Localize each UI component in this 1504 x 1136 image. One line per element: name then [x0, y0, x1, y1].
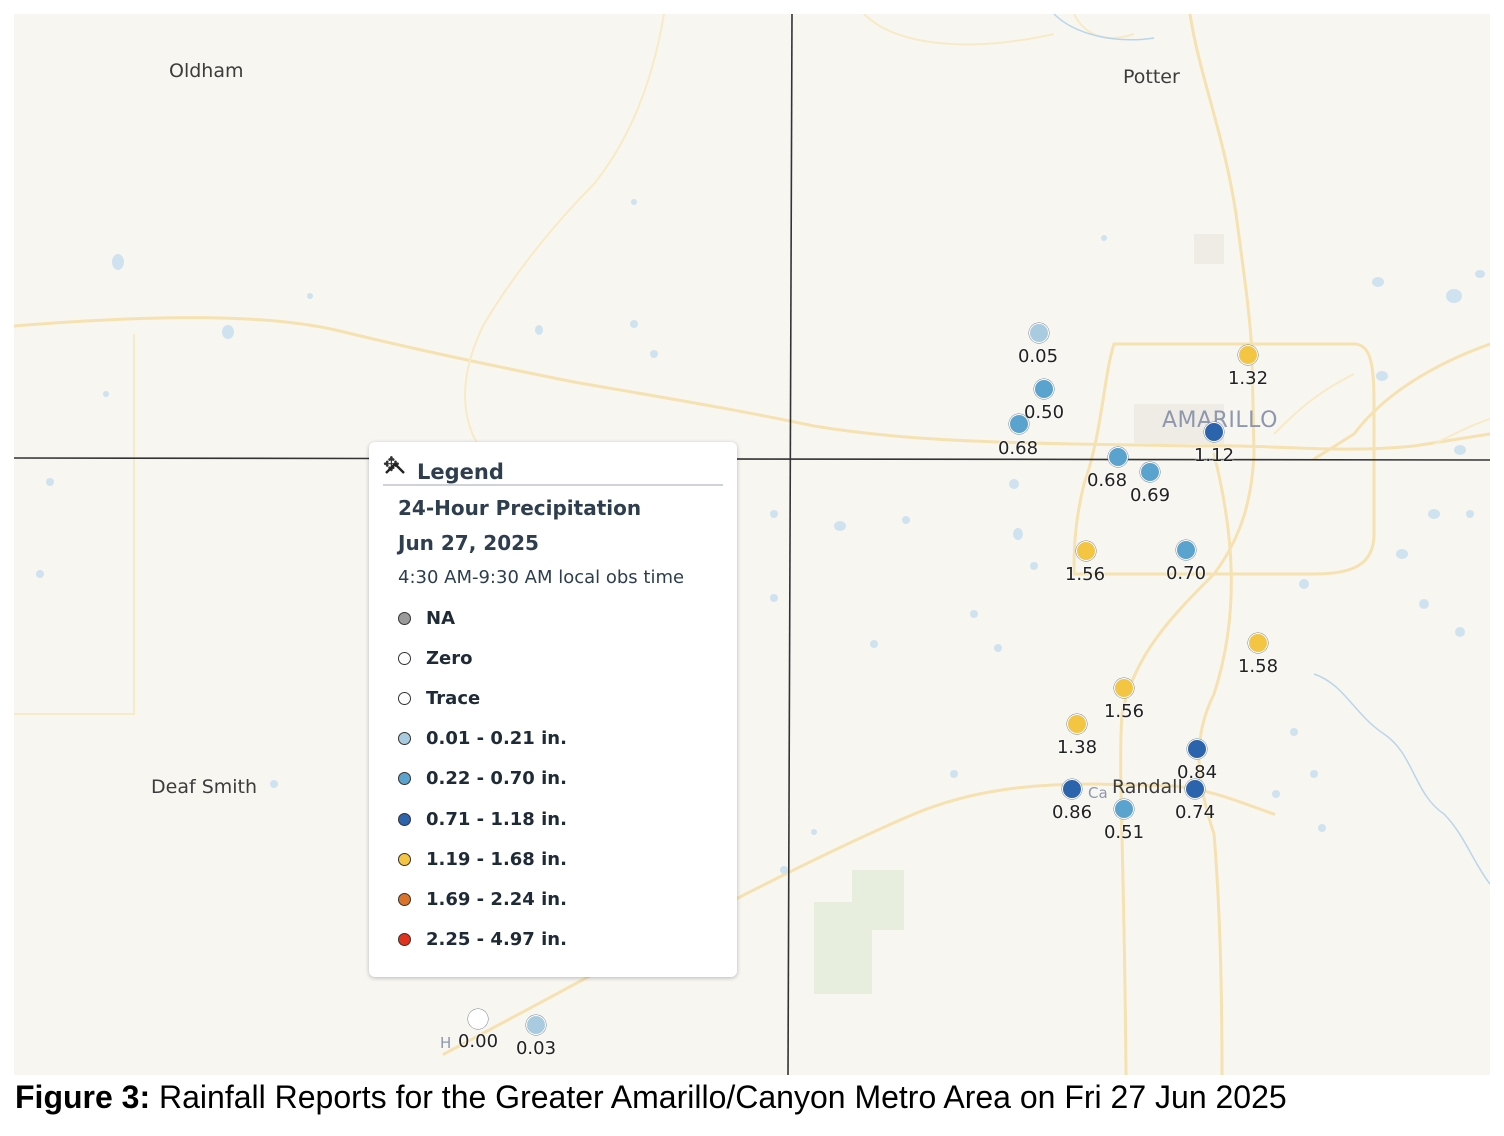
station-value-label: 0.51	[1103, 822, 1145, 843]
map-view[interactable]: Oldham Potter Deaf Smith Randall AMARILL…	[14, 14, 1490, 1075]
station-marker[interactable]	[1029, 323, 1049, 343]
station-value-label: 1.32	[1227, 368, 1269, 389]
legend-item: NA	[398, 606, 455, 630]
legend-swatch	[398, 812, 411, 826]
station-value-label: 0.86	[1051, 802, 1093, 823]
legend-item-label: 2.25 - 4.97 in.	[426, 929, 567, 951]
legend-item: Trace	[398, 686, 480, 710]
caption-text: Rainfall Reports for the Greater Amarill…	[159, 1079, 1287, 1115]
legend-item: 2.25 - 4.97 in.	[398, 928, 567, 952]
county-label-potter: Potter	[1123, 66, 1180, 88]
legend-item: 0.71 - 1.18 in.	[398, 807, 567, 831]
station-marker[interactable]	[1114, 678, 1134, 698]
station-value-label: 1.56	[1064, 564, 1106, 585]
basemap	[14, 14, 1490, 1075]
figure-caption: Figure 3: Rainfall Reports for the Great…	[15, 1079, 1287, 1116]
legend-item-label: Zero	[426, 647, 473, 669]
station-marker[interactable]	[1034, 379, 1054, 399]
station-marker[interactable]	[1076, 541, 1096, 561]
station-value-label: 1.58	[1237, 656, 1279, 677]
legend-item-label: 0.01 - 0.21 in.	[426, 728, 567, 750]
station-value-label: 0.84	[1176, 762, 1218, 783]
station-value-label: 1.38	[1056, 737, 1098, 758]
legend-item-label: 1.69 - 2.24 in.	[426, 888, 567, 910]
station-marker[interactable]	[1067, 714, 1087, 734]
station-marker[interactable]	[1062, 779, 1082, 799]
station-value-label: 0.69	[1129, 485, 1171, 506]
city-label-canyon-partial: Ca	[1088, 784, 1108, 802]
legend-panel[interactable]: ✥ Legend 24-Hour Precipitation Jun 27, 2…	[369, 442, 737, 977]
legend-obs-time: 4:30 AM-9:30 AM local obs time	[398, 567, 685, 588]
legend-item: 0.22 - 0.70 in.	[398, 767, 567, 791]
legend-item: Zero	[398, 646, 473, 670]
station-marker[interactable]	[1238, 345, 1258, 365]
station-marker[interactable]	[1114, 799, 1134, 819]
city-label-hereford-partial: H	[440, 1034, 452, 1052]
legend-swatch	[398, 892, 411, 906]
legend-swatch	[398, 691, 411, 705]
station-marker[interactable]	[468, 1009, 488, 1029]
station-marker[interactable]	[1140, 462, 1160, 482]
county-label-deaf-smith: Deaf Smith	[151, 776, 258, 798]
legend-item: 1.19 - 1.68 in.	[398, 847, 567, 871]
legend-swatch	[398, 852, 411, 866]
station-marker[interactable]	[526, 1015, 546, 1035]
legend-product: 24-Hour Precipitation	[398, 496, 642, 520]
legend-swatch	[398, 933, 411, 947]
legend-title: Legend	[417, 460, 504, 484]
legend-item-label: Trace	[426, 687, 481, 709]
station-marker[interactable]	[1185, 779, 1205, 799]
station-value-label: 0.68	[1086, 470, 1128, 491]
legend-date: Jun 27, 2025	[398, 531, 539, 555]
station-value-label: 0.50	[1023, 402, 1065, 423]
station-value-label: 0.03	[515, 1038, 557, 1059]
legend-item: 1.69 - 2.24 in.	[398, 887, 567, 911]
county-label-oldham: Oldham	[169, 60, 244, 82]
legend-item: 0.01 - 0.21 in.	[398, 727, 567, 751]
chevron-up-icon[interactable]	[383, 456, 407, 480]
station-value-label: 0.68	[997, 438, 1039, 459]
station-marker[interactable]	[1108, 447, 1128, 467]
legend-swatch	[398, 651, 411, 665]
move-icon[interactable]: ✥	[383, 452, 400, 476]
station-value-label: 0.74	[1174, 802, 1216, 823]
station-marker[interactable]	[1204, 422, 1224, 442]
legend-swatch	[398, 772, 411, 786]
station-value-label: 1.12	[1193, 445, 1235, 466]
station-value-label: 1.56	[1103, 701, 1145, 722]
county-label-randall: Randall	[1112, 776, 1183, 798]
station-marker[interactable]	[1248, 633, 1268, 653]
station-marker[interactable]	[1009, 414, 1029, 434]
station-marker[interactable]	[1176, 540, 1196, 560]
legend-item-label: NA	[426, 607, 455, 629]
legend-swatch	[398, 732, 411, 746]
legend-swatch	[398, 611, 411, 625]
station-value-label: 0.05	[1017, 346, 1059, 367]
caption-label: Figure 3:	[15, 1079, 151, 1115]
station-value-label: 0.70	[1165, 563, 1207, 584]
legend-item-label: 0.71 - 1.18 in.	[426, 808, 567, 830]
station-marker[interactable]	[1187, 739, 1207, 759]
legend-item-label: 0.22 - 0.70 in.	[426, 768, 567, 790]
station-value-label: 0.00	[457, 1031, 499, 1052]
legend-item-label: 1.19 - 1.68 in.	[426, 848, 567, 870]
legend-header[interactable]: ✥ Legend	[383, 448, 723, 486]
